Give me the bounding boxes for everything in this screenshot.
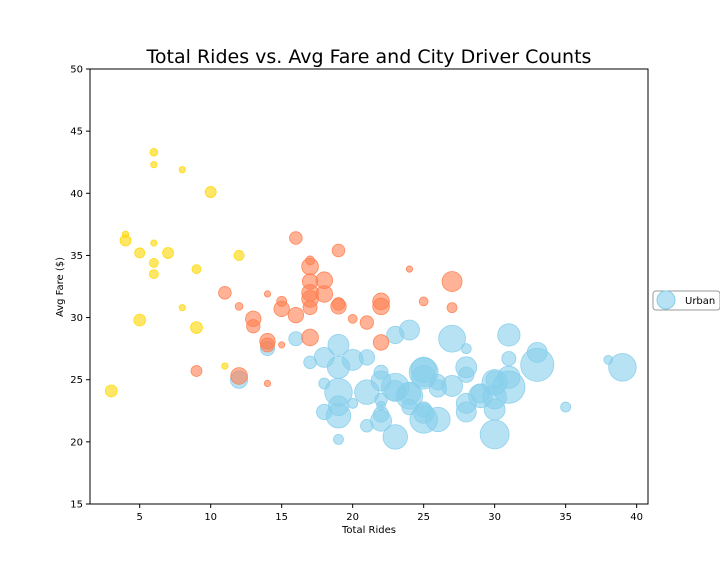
data-point-series-1-27 xyxy=(347,313,358,324)
data-point-series-2-12 xyxy=(178,166,186,174)
data-point-series-2-5 xyxy=(149,269,159,279)
data-point-series-0-12 xyxy=(327,334,350,356)
data-point-series-1-6 xyxy=(263,379,272,388)
y-tick-label: 15 xyxy=(70,500,83,511)
x-tick-label: 40 xyxy=(630,512,643,523)
data-point-series-1-34 xyxy=(446,302,458,314)
data-point-series-1-9 xyxy=(263,290,272,298)
data-point-series-0-50 xyxy=(479,419,510,450)
x-axis-ticks: 5 10 15 20 25 30 35 40 xyxy=(137,504,643,523)
data-point-series-0-47 xyxy=(460,343,472,355)
data-point-series-2-4 xyxy=(134,247,146,259)
data-point-series-0-14 xyxy=(347,397,359,409)
data-point-series-0-46 xyxy=(455,356,478,379)
data-point-series-2-8 xyxy=(150,161,158,169)
data-point-series-2-0 xyxy=(104,384,118,398)
data-point-series-1-12 xyxy=(276,296,288,307)
data-point-series-1-21 xyxy=(305,255,315,266)
data-point-series-0-30 xyxy=(397,381,422,405)
data-point-series-0-57 xyxy=(501,351,517,367)
x-tick-label: 20 xyxy=(346,512,359,523)
data-point-series-1-5 xyxy=(245,310,262,327)
y-tick-label: 20 xyxy=(70,437,83,448)
data-point-series-0-31 xyxy=(399,319,420,341)
data-point-series-2-7 xyxy=(150,239,158,247)
x-tick-label: 10 xyxy=(204,512,217,523)
data-point-series-0-22 xyxy=(373,364,389,380)
chart-title: Total Rides vs. Avg Fare and City Driver… xyxy=(146,46,592,68)
data-point-series-1-33 xyxy=(418,296,429,307)
y-axis-ticks: 15 20 25 30 35 40 45 50 xyxy=(70,65,90,511)
y-tick-label: 40 xyxy=(70,189,83,200)
x-tick-label: 25 xyxy=(417,512,430,523)
data-point-series-0-2 xyxy=(288,331,304,347)
data-point-series-1-2 xyxy=(234,302,244,311)
data-point-series-1-31 xyxy=(372,292,390,311)
data-point-series-1-26 xyxy=(331,243,346,258)
data-point-series-1-19 xyxy=(301,273,319,290)
data-point-series-0-41 xyxy=(441,375,463,397)
data-point-series-0-38 xyxy=(425,406,451,433)
data-point-series-1-15 xyxy=(301,328,319,347)
data-point-series-0-56 xyxy=(497,365,521,389)
y-tick-label: 25 xyxy=(70,375,83,386)
y-tick-label: 35 xyxy=(70,251,83,262)
data-point-series-0-42 xyxy=(438,324,466,353)
data-point-series-2-11 xyxy=(178,304,186,312)
data-point-series-2-9 xyxy=(149,147,159,157)
x-tick-label: 35 xyxy=(559,512,572,523)
data-point-series-1-8 xyxy=(259,333,276,350)
data-point-series-2-6 xyxy=(149,258,159,268)
data-point-series-2-2 xyxy=(121,230,130,238)
legend: Urban xyxy=(652,290,720,311)
data-point-series-2-13 xyxy=(190,321,203,334)
x-axis-label: Total Rides xyxy=(341,525,396,536)
data-point-series-0-37 xyxy=(410,356,437,383)
y-tick-label: 30 xyxy=(70,313,83,324)
data-point-series-2-14 xyxy=(191,264,202,274)
data-point-series-2-15 xyxy=(204,186,217,198)
data-point-series-2-3 xyxy=(133,313,147,327)
data-point-series-0-61 xyxy=(560,401,572,413)
data-point-series-2-10 xyxy=(162,247,174,259)
data-point-series-2-16 xyxy=(221,362,229,370)
data-point-series-1-35 xyxy=(441,271,463,292)
data-point-series-1-3 xyxy=(230,367,248,385)
data-point-series-1-23 xyxy=(315,271,334,290)
plot-frame xyxy=(89,68,649,505)
data-point-series-0-24 xyxy=(382,424,408,450)
legend-marker-urban xyxy=(656,290,676,310)
data-point-series-1-14 xyxy=(289,231,303,245)
data-point-series-1-29 xyxy=(372,334,390,351)
data-point-series-1-0 xyxy=(190,365,203,377)
data-point-series-1-25 xyxy=(331,297,346,311)
x-tick-label: 15 xyxy=(275,512,288,523)
data-point-series-1-10 xyxy=(278,341,286,349)
data-point-series-0-60 xyxy=(526,341,548,363)
x-tick-label: 5 xyxy=(137,512,143,523)
data-point-series-0-7 xyxy=(333,433,344,445)
data-point-series-0-23 xyxy=(376,400,386,411)
points-layer xyxy=(104,147,637,450)
data-point-series-1-13 xyxy=(287,306,305,324)
data-point-series-0-58 xyxy=(497,323,521,347)
legend-label-urban: Urban xyxy=(685,296,715,307)
y-tick-label: 45 xyxy=(70,127,83,138)
data-point-series-1-1 xyxy=(218,285,232,300)
x-tick-label: 30 xyxy=(488,512,501,523)
y-tick-label: 50 xyxy=(70,65,83,76)
data-point-series-0-17 xyxy=(358,349,376,366)
data-point-series-2-17 xyxy=(233,250,245,261)
data-point-series-1-32 xyxy=(405,265,414,273)
data-point-series-0-63 xyxy=(608,353,637,382)
data-point-series-1-28 xyxy=(359,315,374,330)
y-axis-label: Avg Fare ($) xyxy=(55,257,66,317)
